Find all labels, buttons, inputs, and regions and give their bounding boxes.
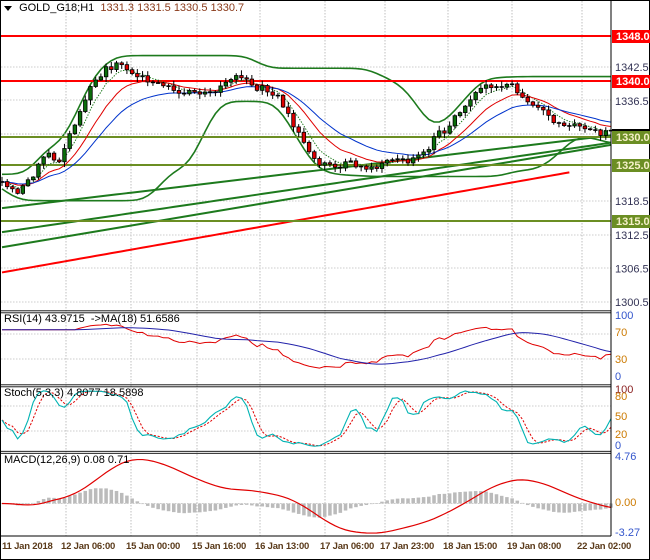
svg-text:1336.5: 1336.5 <box>615 96 649 108</box>
svg-text:1318.5: 1318.5 <box>615 196 649 208</box>
svg-text:1342.5: 1342.5 <box>615 62 649 74</box>
svg-text:1340.0: 1340.0 <box>616 76 650 88</box>
svg-text:1300.5: 1300.5 <box>615 297 649 309</box>
svg-text:1325.0: 1325.0 <box>616 160 650 172</box>
svg-text:1315.0: 1315.0 <box>616 216 650 228</box>
svg-text:1312.5: 1312.5 <box>615 230 649 242</box>
svg-text:1348.0: 1348.0 <box>616 31 650 43</box>
svg-text:1306.5: 1306.5 <box>615 264 649 276</box>
svg-text:1330.0: 1330.0 <box>616 132 650 144</box>
